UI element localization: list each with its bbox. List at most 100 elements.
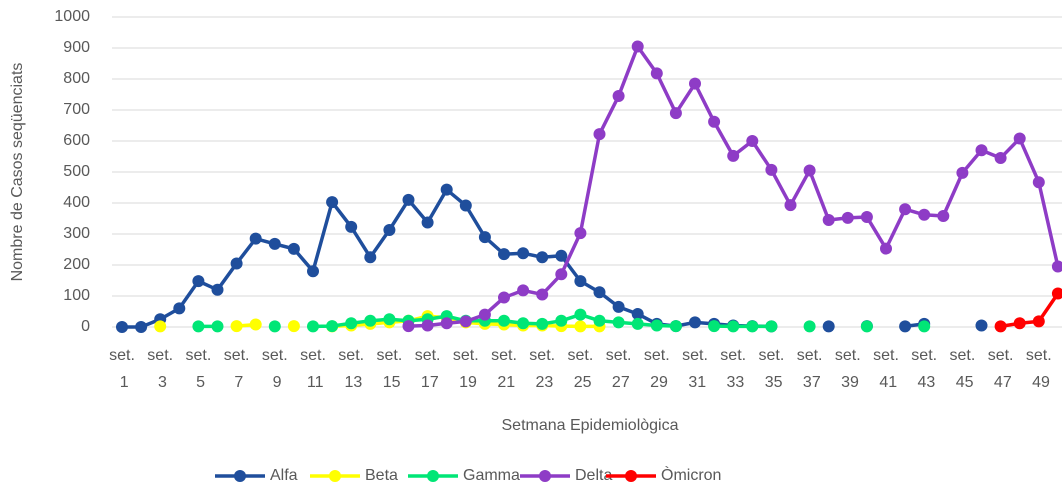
x-tick-label-line: 43 bbox=[913, 374, 935, 391]
x-tick-label-line: set. bbox=[186, 347, 212, 364]
x-tick-label: set. 15 bbox=[377, 347, 403, 391]
x-tick-label-line: 11 bbox=[302, 374, 323, 391]
data-point bbox=[746, 320, 759, 333]
x-tick-label-line: 49 bbox=[1028, 374, 1050, 391]
x-tick-label-line: 3 bbox=[154, 374, 167, 391]
x-tick-label: set. 47 bbox=[988, 347, 1014, 391]
data-point bbox=[230, 320, 243, 333]
x-tick-label: set. 35 bbox=[759, 347, 785, 391]
data-point bbox=[383, 223, 396, 236]
legend-label: Òmicron bbox=[661, 465, 721, 484]
series-line bbox=[408, 44, 1060, 328]
legend-marker bbox=[234, 470, 246, 482]
x-tick-label-line: 19 bbox=[455, 374, 477, 391]
x-tick-label: set. 19 bbox=[453, 347, 479, 391]
y-tick-label: 200 bbox=[63, 256, 90, 273]
data-point bbox=[478, 231, 491, 244]
data-point bbox=[307, 265, 319, 278]
data-point bbox=[841, 211, 854, 224]
data-point bbox=[574, 275, 587, 288]
data-point bbox=[1051, 287, 1062, 300]
x-tick-label-line: set. bbox=[1026, 347, 1052, 364]
y-tick-label: 600 bbox=[63, 132, 90, 149]
data-point bbox=[345, 220, 358, 233]
data-point bbox=[975, 144, 988, 157]
data-point bbox=[345, 317, 358, 330]
x-tick-label: set. 39 bbox=[835, 347, 861, 391]
data-point bbox=[249, 232, 262, 245]
x-tick-label-line: set. bbox=[950, 347, 976, 364]
data-point bbox=[536, 251, 549, 264]
x-tick-label-line: set. bbox=[759, 347, 785, 364]
y-tick-label: 900 bbox=[63, 39, 90, 56]
data-point bbox=[268, 237, 281, 250]
x-tick-label-line: 9 bbox=[268, 374, 281, 391]
data-point bbox=[536, 288, 549, 301]
x-tick-label-line: set. bbox=[606, 347, 632, 364]
data-point bbox=[211, 320, 224, 333]
x-tick-label: set. 25 bbox=[568, 347, 594, 391]
data-point bbox=[574, 320, 587, 333]
data-point bbox=[135, 321, 148, 333]
data-point bbox=[860, 210, 873, 223]
data-point bbox=[459, 199, 472, 212]
legend-marker bbox=[329, 470, 341, 482]
data-point bbox=[555, 314, 568, 327]
x-tick-label-line: 39 bbox=[837, 374, 859, 391]
data-point bbox=[402, 320, 415, 333]
data-point bbox=[192, 320, 205, 333]
y-tick-label: 1000 bbox=[54, 8, 90, 25]
data-point bbox=[994, 152, 1007, 165]
y-tick-label: 800 bbox=[63, 70, 90, 87]
data-point bbox=[1013, 132, 1026, 145]
data-point bbox=[765, 320, 778, 333]
data-point bbox=[765, 163, 778, 176]
legend-label: Alfa bbox=[270, 467, 298, 484]
data-point bbox=[498, 314, 510, 327]
x-tick-label-line: set. bbox=[262, 347, 288, 364]
data-point bbox=[784, 199, 797, 212]
y-tick-label: 300 bbox=[63, 225, 90, 242]
x-tick-label: set. 41 bbox=[873, 347, 899, 391]
data-point bbox=[899, 320, 912, 333]
y-tick-label: 100 bbox=[63, 287, 90, 304]
data-point bbox=[326, 196, 339, 209]
x-tick-label: set. 17 bbox=[415, 347, 441, 391]
x-tick-label-line: 47 bbox=[989, 374, 1011, 391]
x-tick-label-line: set. bbox=[835, 347, 861, 364]
data-point bbox=[708, 320, 721, 333]
data-point bbox=[727, 149, 740, 162]
x-tick-label: set. 7 bbox=[224, 347, 250, 391]
x-tick-label: set. 37 bbox=[797, 347, 823, 391]
x-tick-label: set. 27 bbox=[606, 347, 632, 391]
data-point bbox=[517, 247, 530, 260]
data-point bbox=[593, 314, 606, 327]
data-point bbox=[899, 203, 912, 216]
data-point bbox=[918, 208, 931, 221]
data-point bbox=[669, 320, 682, 333]
data-point bbox=[880, 242, 892, 255]
x-tick-label-line: 31 bbox=[684, 374, 706, 391]
data-point bbox=[555, 249, 568, 262]
data-point bbox=[593, 286, 606, 299]
data-point bbox=[1013, 317, 1026, 330]
data-point bbox=[593, 128, 606, 141]
x-tick-label: set. 9 bbox=[262, 347, 288, 391]
data-point bbox=[421, 216, 434, 229]
data-point bbox=[669, 107, 682, 120]
series-line bbox=[122, 187, 772, 329]
data-point bbox=[287, 320, 300, 333]
data-point bbox=[937, 210, 950, 223]
data-point bbox=[364, 314, 377, 327]
x-tick-label: set. 31 bbox=[682, 347, 708, 391]
x-tick-label: set. 45 bbox=[950, 347, 976, 391]
data-point bbox=[860, 320, 873, 333]
x-tick-label-line: set. bbox=[988, 347, 1014, 364]
data-point bbox=[192, 275, 205, 288]
x-tick-label-line: 7 bbox=[230, 374, 243, 391]
data-point bbox=[326, 320, 339, 333]
data-point bbox=[173, 302, 186, 315]
x-tick-label-line: 23 bbox=[531, 374, 553, 391]
legend-label: Delta bbox=[575, 467, 612, 484]
